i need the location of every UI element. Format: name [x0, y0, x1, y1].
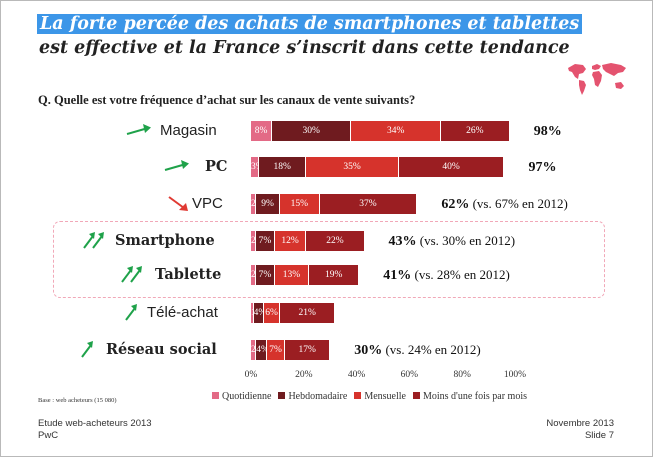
- bar-row: Télé-achat 1%4%6%21%: [0, 301, 653, 325]
- category-label: Réseau social: [106, 341, 217, 358]
- footer-date: Novembre 2013: [546, 418, 614, 429]
- x-tick-label: 80%: [453, 370, 471, 380]
- legend-item: Hebdomadaire: [278, 391, 347, 402]
- legend-item: Moins d'une fois par mois: [412, 391, 527, 402]
- trend-up-arrow-icon: [76, 339, 104, 359]
- bar-segment: 7%: [256, 231, 275, 251]
- total-label: 41% (vs. 28% en 2012): [383, 267, 510, 283]
- world-map-icon: [568, 63, 626, 95]
- bar-segment: 21%: [280, 303, 336, 323]
- bar-segment: 19%: [309, 265, 360, 285]
- bar-segment: 4%: [256, 340, 267, 360]
- trend-up-arrow-icon: [125, 120, 153, 140]
- total-label: 62% (vs. 67% en 2012): [441, 196, 568, 212]
- footer-company: PwC: [38, 430, 59, 441]
- category-label: Tablette: [155, 266, 222, 283]
- bar-segment: 26%: [441, 121, 510, 141]
- bar-segment: 22%: [306, 231, 365, 251]
- x-tick-label: 40%: [347, 370, 366, 380]
- legend-label: Quotidienne: [222, 391, 272, 402]
- bar-segment: 12%: [274, 231, 307, 251]
- trend-down-arrow-icon: [165, 193, 193, 213]
- total-label: 43% (vs. 30% en 2012): [388, 233, 516, 249]
- bar-segment: 13%: [274, 265, 310, 285]
- legend-label: Moins d'une fois par mois: [422, 391, 527, 402]
- x-axis: 0% 20% 40% 60% 80% 100%: [0, 370, 653, 386]
- slide-title-line2: est effective et la France s’inscrit dan…: [39, 38, 570, 58]
- footer-study: Etude web-acheteurs 2013: [38, 418, 152, 429]
- trend-up-arrow-icon: [163, 156, 191, 176]
- footer-slide-number: Slide 7: [584, 430, 614, 441]
- bar-segment: 34%: [351, 121, 442, 141]
- bar-segment: 6%: [264, 303, 281, 323]
- bar-row: Réseau social 2%4%7%17% 30% (vs. 24% en 20…: [0, 338, 653, 362]
- legend-item: Quotidienne: [212, 391, 271, 402]
- bar-segment: 40%: [398, 157, 505, 177]
- bar-segment: 1%: [251, 303, 254, 323]
- comparison-label: (vs. 30% en 2012): [416, 233, 516, 248]
- survey-question: Q. Quelle est votre fréquence d’achat su…: [38, 93, 416, 107]
- legend-swatch: [412, 392, 420, 399]
- bar-segment: 2%: [251, 265, 257, 285]
- bar-segment: 3%: [251, 157, 259, 177]
- bar-segment: 8%: [251, 121, 273, 141]
- bar-segment: 7%: [256, 265, 275, 285]
- bar-segment: 4%: [253, 303, 265, 323]
- category-label: Télé-achat: [147, 304, 218, 321]
- base-note: Base : web acheteurs (15 080): [38, 397, 117, 404]
- legend-swatch: [354, 392, 362, 399]
- bar-segment: 2%: [251, 231, 257, 251]
- category-label: Smartphone: [115, 232, 215, 249]
- title-highlight: La forte percée des achats de smartphone…: [37, 14, 583, 34]
- legend-item: Mensuelle: [354, 391, 406, 402]
- bar-row: Smartphone 2%7%12%22% 43% (vs. 30% en 2012…: [0, 229, 653, 253]
- total-label: 98%: [533, 124, 562, 139]
- x-tick-label: 100%: [503, 370, 527, 380]
- legend-label: Mensuelle: [364, 391, 406, 402]
- bar-row: Magasin 8% 30% 34% 26% 98%: [0, 119, 653, 143]
- footer-right: Novembre 2013 Slide 7: [546, 418, 614, 442]
- legend-swatch: [212, 392, 219, 399]
- bar-row: PC 3%18%35%40% 97%: [0, 155, 653, 179]
- legend-swatch: [278, 392, 286, 399]
- category-label: PC: [205, 158, 228, 175]
- bar-segment: 17%: [285, 340, 331, 360]
- footer-left: Etude web-acheteurs 2013 PwC: [38, 418, 152, 442]
- bar-segment: 2%: [251, 194, 257, 214]
- bar-segment: 30%: [272, 121, 352, 141]
- comparison-label: (vs. 24% en 2012): [382, 342, 481, 357]
- bar-row: VPC 2%9%15%37% 62% (vs. 67% en 2012): [0, 192, 653, 216]
- bar-row: Tablette 2%7%13%19% 41% (vs. 28% en 2012): [0, 263, 653, 287]
- category-label: Magasin: [160, 122, 217, 139]
- bar-segment: 15%: [280, 194, 320, 214]
- bar-segment: 9%: [256, 194, 281, 214]
- bar-segment: 18%: [258, 157, 307, 177]
- bar-segment: 7%: [266, 340, 286, 360]
- double-up-arrow-icon: [120, 264, 148, 284]
- x-tick-label: 60%: [400, 370, 419, 380]
- total-label: 30% (vs. 24% en 2012): [354, 342, 481, 358]
- comparison-label: (vs. 28% en 2012): [411, 267, 510, 282]
- bar-segment: 35%: [306, 157, 399, 177]
- x-tick-label: 20%: [295, 370, 313, 380]
- legend-label: Hebdomadaire: [288, 391, 348, 402]
- comparison-label: (vs. 67% en 2012): [469, 196, 568, 211]
- legend: Quotidienne Hebdomadaire Mensuelle Moins d'…: [212, 391, 534, 405]
- total-label: 97%: [528, 160, 557, 175]
- double-up-arrow-icon: [82, 230, 110, 250]
- slide-title-line1: La forte percée des achats de smartphone…: [37, 12, 583, 36]
- x-tick-label: 0%: [244, 370, 258, 380]
- highlight-box: [53, 221, 605, 298]
- trend-up-arrow-icon: [120, 302, 148, 322]
- bar-segment: 2%: [251, 340, 257, 360]
- bar-segment: 37%: [319, 194, 418, 214]
- category-label: VPC: [192, 195, 223, 212]
